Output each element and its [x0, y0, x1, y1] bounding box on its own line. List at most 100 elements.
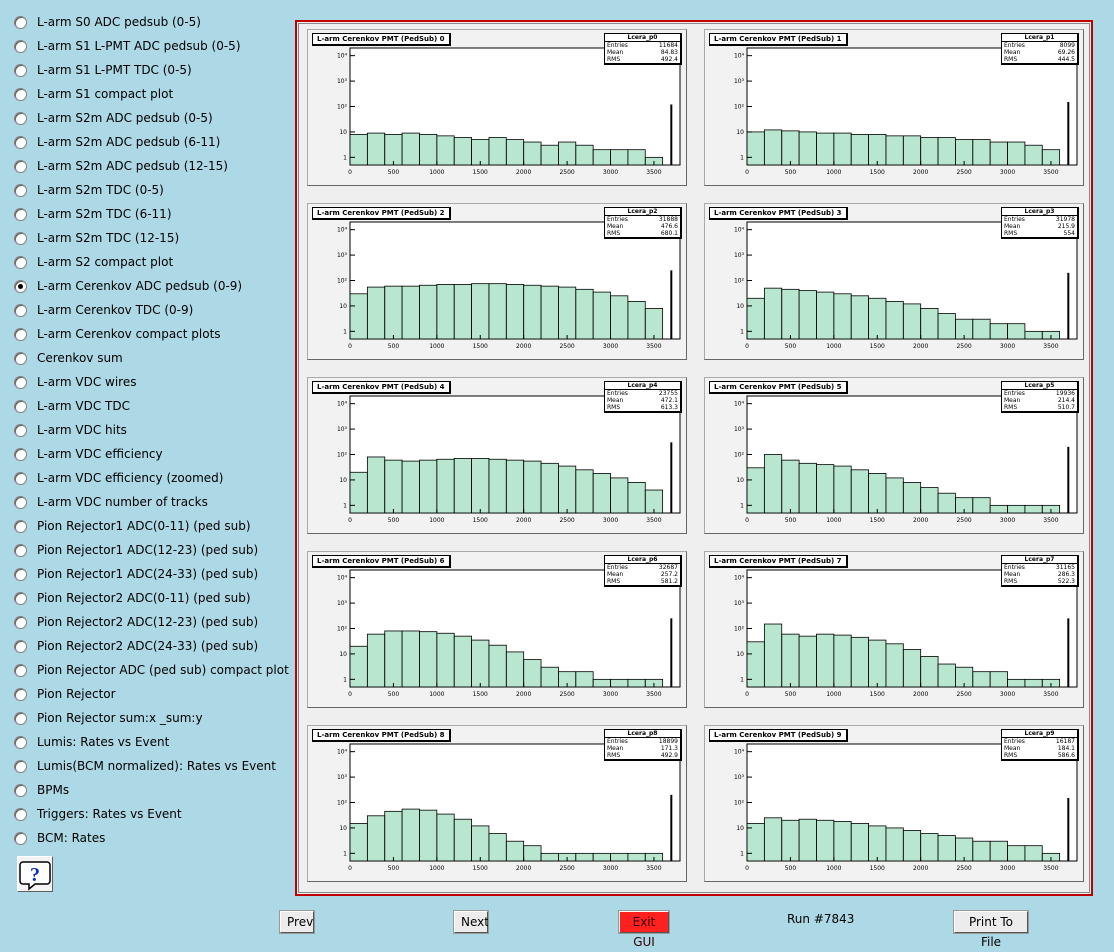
radio-button-icon[interactable] [14, 783, 27, 797]
x-tick-label: 3000 [1000, 169, 1015, 176]
histogram-pad[interactable]: 0 500 1000 1500 2000 2500 3000 3500 1 10 10² 10³ 10⁴… [704, 377, 1084, 534]
radio-button-icon[interactable] [14, 543, 27, 557]
print-to-file-button[interactable]: Print To File [953, 910, 1029, 949]
radio-option[interactable]: L-arm S1 L-PMT TDC (0-5) [14, 60, 192, 80]
radio-option[interactable]: L-arm S2 compact plot [14, 252, 173, 272]
histogram-pad[interactable]: 0 500 1000 1500 2000 2500 3000 3500 1 10 10² 10³ 10⁴… [307, 551, 687, 708]
radio-option[interactable]: Pion Rejector1 ADC(12-23) (ped sub) [14, 540, 258, 560]
radio-button-icon[interactable] [14, 351, 27, 365]
x-tick-label: 2000 [913, 169, 928, 176]
radio-option[interactable]: L-arm S1 L-PMT ADC pedsub (0-5) [14, 36, 241, 56]
histogram-bar [401, 808, 420, 862]
histogram-bar [627, 149, 646, 166]
radio-option[interactable]: L-arm S2m ADC pedsub (6-11) [14, 132, 220, 152]
radio-button-icon[interactable] [14, 711, 27, 725]
radio-option[interactable]: Cerenkov sum [14, 348, 123, 368]
radio-option[interactable]: Pion Rejector [14, 684, 116, 704]
radio-button-icon[interactable] [14, 135, 27, 149]
radio-button-icon[interactable] [14, 87, 27, 101]
radio-button-icon[interactable] [14, 63, 27, 77]
radio-option[interactable]: BCM: Rates [14, 828, 105, 848]
radio-option[interactable]: L-arm VDC TDC [14, 396, 130, 416]
radio-option[interactable]: Pion Rejector1 ADC(24-33) (ped sub) [14, 564, 258, 584]
run-number-label: Run #7843 [787, 912, 855, 926]
histogram-pad[interactable]: 0 500 1000 1500 2000 2500 3000 3500 1 10 10² 10³ 10⁴… [307, 29, 687, 186]
radio-button-icon[interactable] [14, 471, 27, 485]
radio-option[interactable]: Pion Rejector1 ADC(0-11) (ped sub) [14, 516, 251, 536]
radio-button-icon[interactable] [14, 567, 27, 581]
radio-option[interactable]: Triggers: Rates vs Event [14, 804, 182, 824]
radio-option[interactable]: Lumis: Rates vs Event [14, 732, 169, 752]
y-tick-label: 10⁴ [734, 53, 745, 60]
radio-option[interactable]: Pion Rejector ADC (ped sub) compact plot [14, 660, 289, 680]
radio-button-icon[interactable] [14, 639, 27, 653]
stats-row: Entries 11684 [605, 42, 680, 49]
radio-option[interactable]: Pion Rejector sum:x _sum:y [14, 708, 203, 728]
histogram-pad[interactable]: 0 500 1000 1500 2000 2500 3000 3500 1 10 10² 10³ 10⁴… [704, 725, 1084, 882]
radio-button-icon[interactable] [14, 207, 27, 221]
histogram-bar [798, 635, 817, 688]
radio-button-icon[interactable] [14, 183, 27, 197]
radio-option[interactable]: L-arm VDC efficiency (zoomed) [14, 468, 223, 488]
radio-option[interactable]: L-arm VDC hits [14, 420, 127, 440]
radio-button-icon[interactable] [14, 831, 27, 845]
radio-option[interactable]: L-arm VDC wires [14, 372, 136, 392]
radio-button-icon[interactable] [14, 303, 27, 317]
radio-button-icon[interactable] [14, 807, 27, 821]
y-tick-label: 10³ [337, 252, 348, 259]
radio-button-icon[interactable] [14, 279, 27, 293]
radio-button-icon[interactable] [14, 735, 27, 749]
radio-option[interactable]: L-arm Cerenkov compact plots [14, 324, 221, 344]
radio-button-icon[interactable] [14, 687, 27, 701]
radio-button-icon[interactable] [14, 615, 27, 629]
radio-option[interactable]: BPMs [14, 780, 69, 800]
radio-option[interactable]: L-arm Cerenkov ADC pedsub (0-9) [14, 276, 242, 296]
y-tick-label: 10⁴ [734, 401, 745, 408]
radio-button-icon[interactable] [14, 759, 27, 773]
radio-button-icon[interactable] [14, 39, 27, 53]
exit-gui-button[interactable]: Exit GUI [618, 910, 670, 949]
radio-option[interactable]: L-arm VDC efficiency [14, 444, 163, 464]
histogram-bar [816, 464, 835, 514]
radio-button-icon[interactable] [14, 15, 27, 29]
help-button[interactable]: ? [17, 856, 53, 892]
histogram-pad[interactable]: 0 500 1000 1500 2000 2500 3000 3500 1 10 10² 10³ 10⁴… [307, 725, 687, 882]
radio-option[interactable]: L-arm S2m ADC pedsub (12-15) [14, 156, 228, 176]
radio-option[interactable]: Pion Rejector2 ADC(24-33) (ped sub) [14, 636, 258, 656]
radio-button-icon[interactable] [14, 423, 27, 437]
radio-option[interactable]: L-arm S2m ADC pedsub (0-5) [14, 108, 213, 128]
histogram-bar [540, 462, 559, 514]
radio-button-icon[interactable] [14, 495, 27, 509]
radio-option[interactable]: Lumis(BCM normalized): Rates vs Event [14, 756, 276, 776]
histogram-pad[interactable]: 0 500 1000 1500 2000 2500 3000 3500 1 10 10² 10³ 10⁴… [307, 377, 687, 534]
radio-button-icon[interactable] [14, 375, 27, 389]
radio-button-icon[interactable] [14, 399, 27, 413]
histogram-bar [989, 840, 1008, 862]
radio-button-icon[interactable] [14, 159, 27, 173]
histogram-pad[interactable]: 0 500 1000 1500 2000 2500 3000 3500 1 10 10² 10³ 10⁴… [704, 29, 1084, 186]
radio-button-icon[interactable] [14, 447, 27, 461]
radio-option[interactable]: Pion Rejector2 ADC(12-23) (ped sub) [14, 612, 258, 632]
radio-button-icon[interactable] [14, 255, 27, 269]
radio-option[interactable]: L-arm S2m TDC (12-15) [14, 228, 179, 248]
radio-option[interactable]: L-arm Cerenkov TDC (0-9) [14, 300, 193, 320]
radio-option[interactable]: L-arm S2m TDC (6-11) [14, 204, 172, 224]
radio-button-icon[interactable] [14, 111, 27, 125]
histogram-pad[interactable]: 0 500 1000 1500 2000 2500 3000 3500 1 10 10² 10³ 10⁴… [704, 203, 1084, 360]
radio-button-icon[interactable] [14, 591, 27, 605]
radio-option[interactable]: L-arm S2m TDC (0-5) [14, 180, 164, 200]
radio-button-icon[interactable] [14, 231, 27, 245]
histogram-pad[interactable]: 0 500 1000 1500 2000 2500 3000 3500 1 10 10² 10³ 10⁴… [704, 551, 1084, 708]
radio-button-icon[interactable] [14, 663, 27, 677]
radio-option[interactable]: L-arm VDC number of tracks [14, 492, 208, 512]
radio-button-icon[interactable] [14, 519, 27, 533]
radio-option[interactable]: L-arm S1 compact plot [14, 84, 173, 104]
x-tick-label: 500 [785, 517, 797, 524]
prev-button[interactable]: Prev [279, 910, 315, 934]
radio-option[interactable]: L-arm S0 ADC pedsub (0-5) [14, 12, 201, 32]
histogram-bar [575, 671, 594, 688]
radio-button-icon[interactable] [14, 327, 27, 341]
next-button[interactable]: Next [453, 910, 489, 934]
radio-option[interactable]: Pion Rejector2 ADC(0-11) (ped sub) [14, 588, 251, 608]
histogram-pad[interactable]: 0 500 1000 1500 2000 2500 3000 3500 1 10 10² 10³ 10⁴… [307, 203, 687, 360]
